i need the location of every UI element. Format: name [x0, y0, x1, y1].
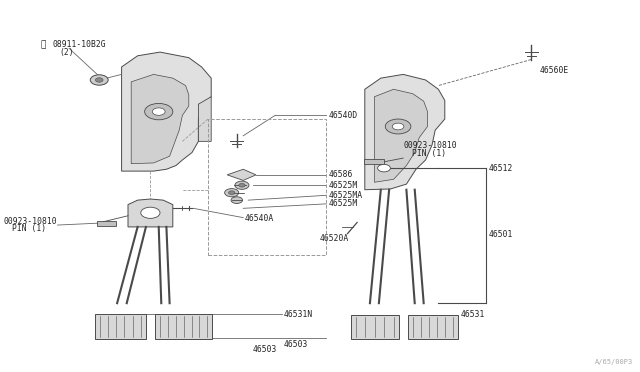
Polygon shape	[227, 169, 256, 180]
Bar	[208, 119, 326, 255]
Text: 46512: 46512	[488, 164, 513, 173]
Circle shape	[239, 183, 245, 187]
Circle shape	[225, 189, 239, 197]
FancyBboxPatch shape	[95, 314, 146, 339]
Text: 46540A: 46540A	[245, 214, 275, 223]
Circle shape	[145, 103, 173, 120]
Polygon shape	[122, 52, 211, 171]
Text: 46501: 46501	[488, 230, 513, 239]
Text: 46586: 46586	[328, 170, 353, 179]
Circle shape	[95, 78, 103, 82]
Circle shape	[228, 191, 235, 195]
Circle shape	[378, 164, 390, 172]
Polygon shape	[128, 199, 173, 227]
Circle shape	[152, 108, 165, 115]
Polygon shape	[365, 74, 445, 190]
Text: 46525M: 46525M	[328, 181, 358, 190]
Text: 46525MA: 46525MA	[328, 191, 362, 200]
Circle shape	[392, 123, 404, 130]
Text: (2): (2)	[60, 48, 74, 57]
Text: 46560E: 46560E	[540, 66, 569, 75]
Circle shape	[90, 75, 108, 85]
Text: Ⓝ: Ⓝ	[41, 40, 46, 49]
Text: 46525M: 46525M	[328, 199, 358, 208]
Polygon shape	[131, 74, 189, 164]
Text: PIN (1): PIN (1)	[12, 224, 45, 233]
Circle shape	[385, 119, 411, 134]
Bar	[97, 221, 116, 226]
Text: 00923-10810: 00923-10810	[3, 217, 57, 226]
FancyBboxPatch shape	[351, 315, 399, 339]
Text: 46503: 46503	[253, 345, 277, 354]
Text: 46531N: 46531N	[284, 310, 313, 319]
FancyBboxPatch shape	[155, 314, 212, 339]
Text: 46531: 46531	[461, 310, 485, 319]
Bar	[364, 159, 384, 164]
Text: 46540D: 46540D	[328, 111, 358, 120]
Circle shape	[235, 181, 249, 189]
Polygon shape	[374, 89, 428, 182]
Circle shape	[141, 207, 160, 218]
Text: 08911-10B2G: 08911-10B2G	[52, 40, 106, 49]
Text: A/65/00P3: A/65/00P3	[595, 359, 634, 365]
Text: PIN (1): PIN (1)	[412, 149, 445, 158]
FancyBboxPatch shape	[408, 315, 458, 339]
Circle shape	[231, 197, 243, 203]
Text: 00923-10810: 00923-10810	[403, 141, 457, 150]
Text: 46503: 46503	[284, 340, 308, 349]
Polygon shape	[198, 97, 211, 141]
Text: 46520A: 46520A	[320, 234, 349, 243]
